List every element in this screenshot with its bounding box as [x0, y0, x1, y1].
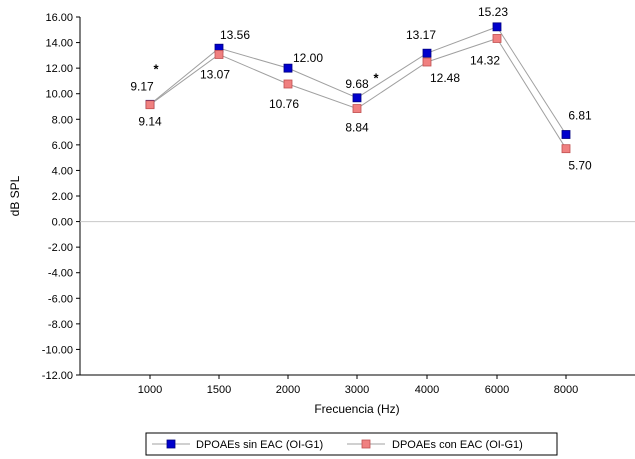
- series-1-marker: [422, 48, 432, 58]
- y-tick-label: -2.00: [48, 242, 73, 254]
- series-2-marker: [283, 79, 293, 89]
- y-tick-label: 2.00: [52, 191, 73, 203]
- annotations: **: [153, 61, 379, 85]
- y-tick-label: 10.00: [45, 89, 73, 101]
- y-tick-label: 16.00: [45, 12, 73, 24]
- series-1-marker: [283, 63, 293, 73]
- x-tick-label: 8000: [554, 384, 578, 396]
- x-axis-label: Frecuencia (Hz): [314, 402, 399, 416]
- legend-marker-1: [166, 439, 176, 449]
- y-tick-label: 8.00: [52, 114, 73, 126]
- series-2-marker: [145, 100, 155, 110]
- y-tick-label: 12.00: [45, 63, 73, 75]
- series-markers: [145, 22, 571, 154]
- y-tick-label: 0.00: [52, 217, 73, 229]
- legend: DPOAEs sin EAC (OI-G1) DPOAEs con EAC (OI…: [145, 432, 558, 456]
- data-label: 12.48: [430, 71, 460, 85]
- series-2-marker: [561, 144, 571, 154]
- series-2-marker: [492, 34, 502, 43]
- data-labels: 9.17 13.56 12.00 9.68 13.17 15.23 6.81 9.14 13.0…: [130, 5, 592, 173]
- data-label: 5.70: [568, 159, 592, 173]
- data-label: 9.68: [345, 77, 369, 91]
- series-1-marker: [352, 93, 362, 103]
- data-label: 12.00: [293, 51, 323, 65]
- axes: -12.00 -10.00 -8.00 -6.00 -4.00 -2.00 0.00 2.00…: [42, 12, 635, 396]
- x-tick-label: 3000: [345, 384, 369, 396]
- data-label: 9.17: [130, 79, 154, 93]
- data-label: 13.17: [406, 28, 436, 42]
- y-tick-label: -10.00: [42, 344, 73, 356]
- data-label: 8.84: [345, 121, 369, 135]
- y-tick-label: 14.00: [45, 38, 73, 50]
- y-tick-label: 6.00: [52, 140, 73, 152]
- legend-marker-2: [361, 439, 371, 449]
- x-tick-label: 6000: [485, 384, 509, 396]
- data-label: 13.56: [220, 28, 250, 42]
- data-label: 13.07: [200, 67, 230, 81]
- series-1-marker: [492, 22, 502, 32]
- x-tick-label: 2000: [276, 384, 300, 396]
- legend-label-2: DPOAEs con EAC (OI-G1): [392, 439, 523, 451]
- x-tick-label: 4000: [415, 384, 439, 396]
- series-2-marker: [214, 50, 224, 59]
- series-2-marker: [352, 104, 362, 113]
- y-tick-label: -8.00: [48, 319, 73, 331]
- data-label: 6.81: [568, 109, 592, 123]
- data-label: 9.14: [138, 115, 162, 129]
- y-tick-label: -6.00: [48, 293, 73, 305]
- data-label: 10.76: [269, 97, 299, 111]
- x-tick-label: 1000: [138, 384, 162, 396]
- y-tick-label: -12.00: [42, 370, 73, 382]
- legend-label-1: DPOAEs sin EAC (OI-G1): [196, 439, 323, 451]
- data-label: 14.32: [470, 53, 500, 67]
- significance-asterisk: *: [153, 61, 159, 76]
- x-tick-label: 1500: [207, 384, 231, 396]
- significance-asterisk: *: [373, 70, 379, 85]
- y-tick-label: 4.00: [52, 165, 73, 177]
- y-tick-label: -4.00: [48, 268, 73, 280]
- series-1-marker: [561, 130, 571, 139]
- data-label: 15.23: [478, 5, 508, 19]
- y-axis-label: dB SPL: [8, 175, 22, 216]
- series-2-marker: [422, 57, 432, 67]
